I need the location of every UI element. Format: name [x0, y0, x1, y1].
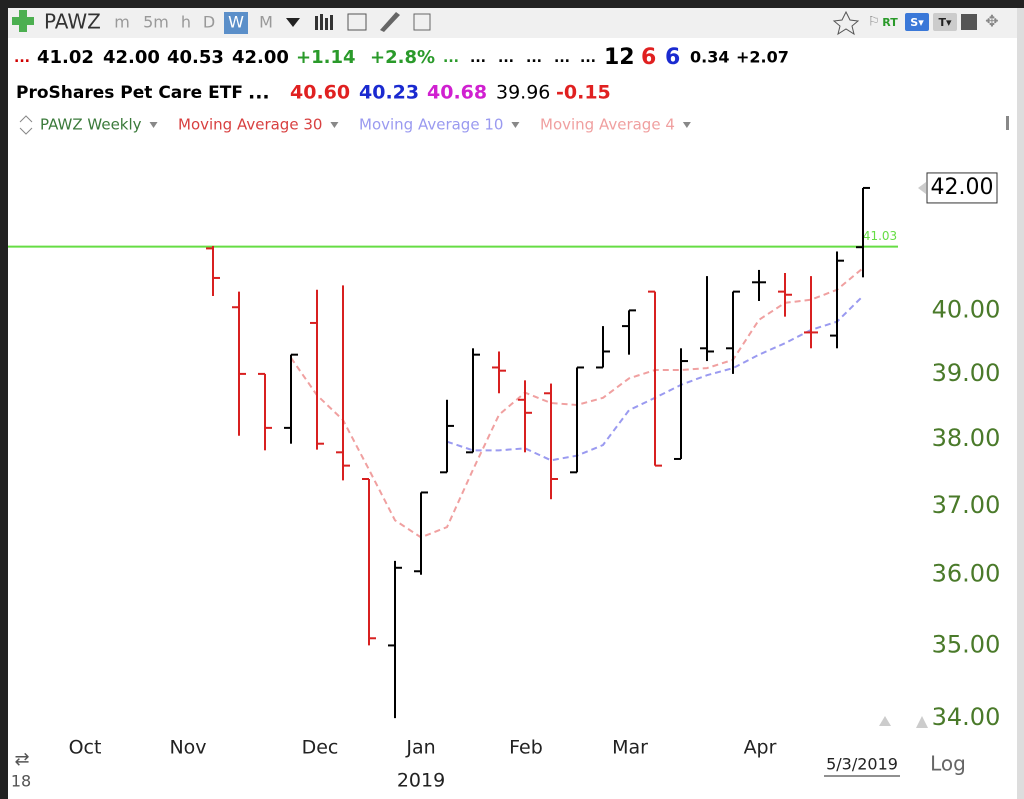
x-tick-label: Apr [744, 737, 777, 759]
scroll-icon[interactable] [916, 716, 928, 728]
quote-value: ... [580, 50, 596, 66]
plot: 34.00 35.00 36.00 37.00 38.00 39.00 40.00 41.03… [8, 172, 1001, 792]
y-tick-label: 37.00 [932, 491, 1001, 519]
top-border [0, 0, 1024, 8]
save-icon[interactable] [961, 14, 977, 30]
quote-value: ... [14, 50, 30, 66]
quote-value: 6 [641, 45, 656, 70]
timeframe[interactable]: M [259, 13, 273, 32]
legend-entry[interactable]: PAWZ Weekly [40, 116, 142, 134]
y-tick-label: 40.00 [932, 295, 1001, 323]
price-tag-box [926, 172, 998, 204]
corner-label: 18 [11, 772, 31, 791]
icon-part [315, 16, 318, 30]
legend-dropdown [330, 122, 339, 128]
icon-part [330, 15, 333, 30]
star-icon[interactable] [832, 10, 860, 36]
flag-icon[interactable]: ⚐ [868, 15, 880, 30]
legend-dropdown [511, 122, 520, 128]
dropdown-icon[interactable] [286, 18, 300, 27]
x-tick-label: Feb [509, 737, 543, 759]
timeframes: m 5m h D W M [114, 12, 273, 34]
rt-label: RT [882, 16, 898, 29]
symbol[interactable]: PAWZ [44, 10, 101, 34]
y-tick-label: 36.00 [932, 560, 1001, 588]
sync-icon[interactable]: ⇄ [14, 749, 29, 770]
info-value: 39.96 [496, 82, 550, 104]
info-value: 40.23 [359, 82, 419, 104]
bar-icon[interactable] [315, 14, 333, 30]
t-button[interactable] [933, 13, 957, 31]
legend-entry[interactable]: Moving Average 10 [359, 116, 503, 134]
scrollbar[interactable] [1017, 8, 1024, 799]
quote-value: ... [554, 50, 570, 66]
copy-icon[interactable] [413, 13, 431, 31]
y-tick-label: 34.00 [932, 703, 1001, 731]
price-tag: 42.00 [931, 175, 994, 200]
quote-value: 41.02 [37, 47, 94, 68]
s-label: S▾ [910, 16, 924, 29]
scale-label[interactable]: Log [930, 752, 966, 776]
y-tick-label: 39.00 [932, 359, 1001, 387]
toolbar [8, 8, 1024, 38]
timeframe[interactable]: W [228, 13, 244, 32]
collapse-bar [1006, 116, 1009, 130]
x-tick-label: Jan [405, 737, 435, 759]
quote-value: 42.00 [103, 47, 160, 68]
add-icon[interactable] [12, 10, 34, 32]
quote-value: ... [443, 50, 459, 66]
quote-value: 0.34 [690, 48, 729, 67]
move-icon[interactable]: ✥ [985, 12, 998, 31]
legend-entry[interactable]: Moving Average 30 [178, 116, 322, 134]
price-tag-pointer [918, 181, 926, 194]
quote-value: +2.07 [736, 48, 789, 67]
horizontal-line-label: 41.03 [863, 229, 897, 243]
info-value: 40.60 [290, 82, 350, 104]
icon-part [325, 18, 328, 30]
quote-value: ... [498, 50, 514, 66]
table-icon[interactable] [347, 13, 367, 31]
t-label: T▾ [938, 16, 952, 29]
quote-value: ... [470, 50, 486, 66]
legend-arrow [19, 115, 33, 135]
quote-value: 6 [665, 45, 680, 70]
info-value: ProShares Pet Care ETF [16, 83, 243, 103]
info-value: -0.15 [556, 82, 611, 104]
quote-value: 40.53 [167, 47, 224, 68]
info-value: 40.68 [427, 82, 487, 104]
legend-dropdown [149, 122, 158, 128]
timeframe[interactable]: m [114, 13, 130, 32]
quote-value: ... [526, 50, 542, 66]
quote-value: 12 [604, 45, 635, 70]
s-button[interactable] [905, 13, 929, 31]
x-tick-label: Dec [302, 737, 339, 759]
timeframe[interactable]: h [181, 13, 191, 32]
timeframe[interactable]: 5m [143, 13, 169, 32]
date-label: 5/3/2019 [826, 755, 898, 774]
scroll-up-icon[interactable] [879, 716, 891, 726]
pencil-icon[interactable] [380, 12, 400, 32]
quote-value: 42.00 [232, 47, 289, 68]
timeframe[interactable]: D [203, 13, 215, 32]
y-tick-label: 35.00 [932, 630, 1001, 658]
active-timeframe [224, 12, 248, 34]
left-border [0, 0, 8, 799]
quote-value: +2.8% [370, 47, 435, 68]
x-tick-label: Oct [69, 737, 102, 759]
icon-part [320, 14, 323, 30]
add-icon-v [19, 10, 27, 32]
legend-entry[interactable]: Moving Average 4 [540, 116, 675, 134]
quote-value: +1.14 [296, 47, 356, 68]
y-tick-label: 38.00 [932, 424, 1001, 452]
legend-dropdown [682, 122, 691, 128]
x-tick-label: Nov [169, 737, 206, 759]
info-value: ... [248, 82, 270, 104]
year-label: 2019 [397, 770, 445, 792]
x-tick-label: Mar [612, 737, 648, 759]
